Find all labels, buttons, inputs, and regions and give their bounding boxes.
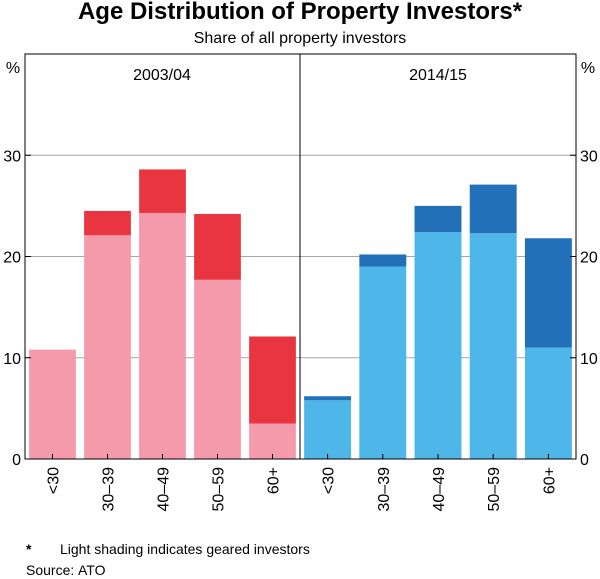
bar-2003-04-3-ungeared <box>194 213 241 280</box>
x-tick-label-2003-04-1: 30–39 <box>101 467 118 512</box>
bar-2014-15-2-ungeared <box>414 205 462 233</box>
x-tick-label-2014-15-0: <30 <box>321 467 338 494</box>
footnote-marker: * <box>26 541 32 557</box>
y-tick-label-right-10: 10 <box>580 351 598 368</box>
y-tick-label-left-30: 30 <box>3 148 21 165</box>
bar-2003-04-3-geared <box>194 279 241 459</box>
y-tick-label-left-10: 10 <box>3 351 21 368</box>
x-tick-label-2014-15-2: 40–49 <box>431 467 448 512</box>
x-tick-label-2014-15-4: 60+ <box>541 467 558 494</box>
bar-2014-15-3-geared <box>469 233 517 459</box>
axis-labels: 0 0 10 10 20 20 30 30 <30 30–39 40–49 50–59 60+ <30 30… <box>3 148 598 511</box>
bar-2014-15-2-geared <box>414 232 462 459</box>
panel-title-2003-04: 2003/04 <box>133 67 191 84</box>
bar-2003-04-4-ungeared <box>249 336 296 424</box>
x-tick-label-2003-04-0: <30 <box>46 467 63 494</box>
y-tick-label-left-0: 0 <box>12 452 21 469</box>
bar-2003-04-2-ungeared <box>139 169 186 213</box>
bar-2003-04-1-geared <box>84 235 131 459</box>
x-tick-label-2003-04-4: 60+ <box>266 467 283 494</box>
bar-2014-15-0-geared <box>304 400 352 459</box>
chart-title: Age Distribution of Property Investors* <box>77 0 523 25</box>
bars <box>29 169 572 459</box>
bar-2014-15-4-geared <box>524 347 572 459</box>
axis-ticks <box>25 154 576 459</box>
source-label: Source: <box>26 562 75 578</box>
x-tick-label-2014-15-3: 50–59 <box>486 467 503 512</box>
source-line: Source: ATO <box>26 562 106 578</box>
y-unit-left: % <box>6 60 20 77</box>
bar-2014-15-4-ungeared <box>524 238 572 348</box>
bar-2014-15-1-geared <box>359 266 407 459</box>
bar-2003-04-1-ungeared <box>84 210 131 236</box>
bar-2003-04-0-geared <box>29 349 76 459</box>
chart-subtitle: Share of all property investors <box>193 30 407 47</box>
bar-2003-04-4-geared <box>249 423 296 459</box>
panel-title-2014-15: 2014/15 <box>409 67 467 84</box>
y-tick-label-right-20: 20 <box>580 250 598 267</box>
x-tick-label-2003-04-3: 50–59 <box>211 467 228 512</box>
y-tick-label-left-20: 20 <box>3 250 21 267</box>
bar-2014-15-1-ungeared <box>359 254 407 267</box>
x-tick-label-2003-04-2: 40–49 <box>156 467 173 512</box>
x-tick-label-2014-15-1: 30–39 <box>376 467 393 512</box>
y-unit-right: % <box>581 60 595 77</box>
y-tick-label-right-30: 30 <box>580 148 598 165</box>
y-tick-label-right-0: 0 <box>580 452 589 469</box>
footnote-text: Light shading indicates geared investors <box>60 541 310 557</box>
footnote: * Light shading indicates geared investor… <box>26 541 310 557</box>
bar-2003-04-2-geared <box>139 212 186 459</box>
bar-2014-15-3-ungeared <box>469 184 517 234</box>
bar-2014-15-0-ungeared <box>304 396 352 401</box>
source-text: ATO <box>78 562 106 578</box>
